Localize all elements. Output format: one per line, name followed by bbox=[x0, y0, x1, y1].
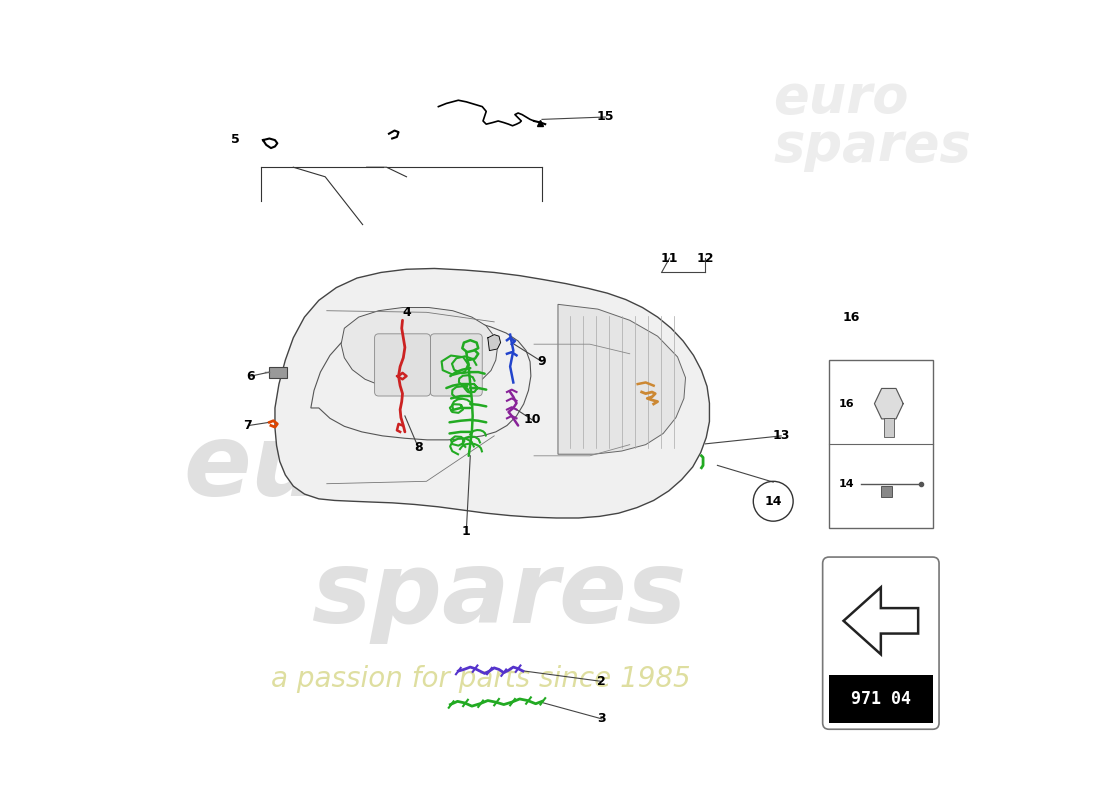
Bar bbox=[270, 366, 287, 378]
Text: euro
spares: euro spares bbox=[773, 72, 971, 172]
Text: 10: 10 bbox=[524, 414, 541, 426]
FancyBboxPatch shape bbox=[430, 334, 482, 396]
Text: 16: 16 bbox=[838, 398, 855, 409]
Polygon shape bbox=[341, 307, 497, 391]
Text: 4: 4 bbox=[403, 306, 411, 319]
Text: a passion for parts since 1985: a passion for parts since 1985 bbox=[271, 665, 691, 693]
Text: 6: 6 bbox=[246, 370, 255, 382]
Text: 12: 12 bbox=[696, 251, 714, 265]
Text: 1: 1 bbox=[462, 525, 471, 538]
Bar bbox=[829, 675, 933, 723]
FancyBboxPatch shape bbox=[829, 360, 933, 527]
Text: 971 04: 971 04 bbox=[850, 690, 911, 708]
Bar bbox=[884, 418, 893, 437]
Polygon shape bbox=[487, 334, 500, 350]
Polygon shape bbox=[874, 389, 903, 419]
Text: 14: 14 bbox=[764, 494, 782, 508]
Text: 16: 16 bbox=[843, 311, 860, 324]
Text: 14: 14 bbox=[838, 479, 855, 489]
Text: spares: spares bbox=[311, 547, 686, 644]
FancyBboxPatch shape bbox=[823, 557, 939, 730]
Polygon shape bbox=[558, 304, 685, 454]
Polygon shape bbox=[275, 269, 710, 518]
Text: 2: 2 bbox=[597, 675, 606, 688]
Text: 5: 5 bbox=[231, 133, 240, 146]
Text: 9: 9 bbox=[538, 355, 547, 368]
Text: 15: 15 bbox=[597, 110, 615, 123]
Text: 11: 11 bbox=[661, 251, 679, 265]
FancyBboxPatch shape bbox=[375, 334, 430, 396]
Text: 13: 13 bbox=[772, 430, 790, 442]
Text: 7: 7 bbox=[243, 419, 252, 432]
Text: 3: 3 bbox=[597, 712, 606, 726]
Text: euro: euro bbox=[184, 420, 440, 517]
Text: 8: 8 bbox=[414, 442, 422, 454]
Bar bbox=[881, 486, 892, 498]
